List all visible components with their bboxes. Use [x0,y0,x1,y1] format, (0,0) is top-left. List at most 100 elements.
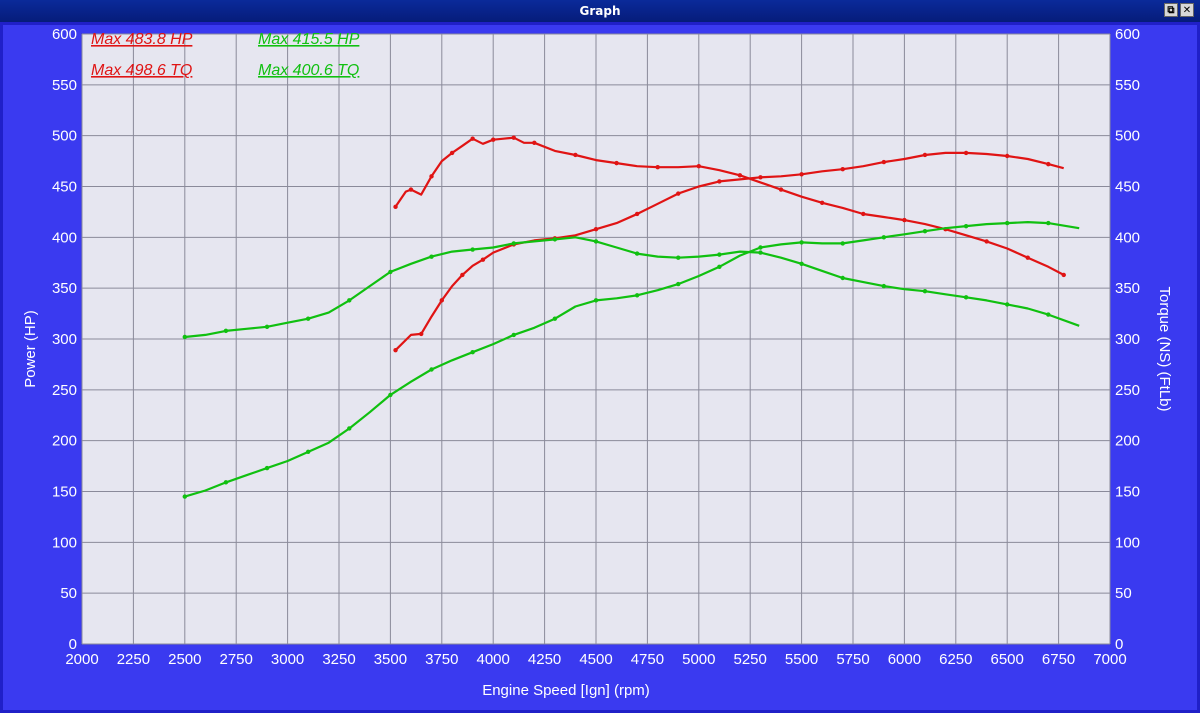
y-tick-label-left: 50 [60,585,77,602]
series-1-point [460,272,465,278]
series-1-point [1005,153,1010,159]
series-2-point [1061,272,1066,278]
window-titlebar: Graph ⧉ ✕ [0,0,1200,23]
y-axis-title-right: Torque (NS) (FtLb) [1156,286,1173,411]
x-tick-label: 4000 [477,651,510,668]
y-tick-label-right: 450 [1115,179,1140,196]
dyno-chart: 2000 2250 2500 2750 3000 3250 3500 3750 4000 4250… [22,26,1173,699]
x-tick-label: 7000 [1093,651,1126,668]
y-tick-label-left: 300 [52,331,77,348]
series-1-point [480,257,486,262]
series-2-point [655,164,660,170]
y-tick-label-right: 500 [1115,128,1140,145]
series-2-point [861,211,866,217]
series-3-point [758,245,763,250]
series-3-point [676,281,681,287]
y-tick-label-left: 200 [52,433,77,450]
series-2-point [984,239,989,244]
series-3-point [1005,220,1010,226]
x-tick-label: 2250 [117,651,150,668]
x-tick-label: 2500 [168,651,201,668]
series-3-point [223,480,229,485]
x-tick-label: 3000 [271,651,304,668]
series-2-point [819,200,825,205]
x-tick-label: 5750 [836,651,869,668]
series-line-1 [394,151,1064,351]
series-3-point [881,235,887,240]
max-annotation: Max 498.6 TQ [91,62,192,79]
series-2-point [532,140,537,145]
series-1-point [676,191,681,196]
max-annotation: Max 415.5 HP [258,31,360,48]
series-4-point [388,269,393,275]
series-4-point [511,241,516,246]
series-3-point [799,240,804,245]
series-3-point [552,316,558,321]
series-4-point [429,254,434,259]
y-tick-label-right: 350 [1115,280,1140,297]
series-1-point [963,150,969,156]
x-tick-label: 3750 [425,651,458,668]
series-1-point [1046,161,1051,167]
series-3-point [347,426,352,431]
series-1-point [593,227,599,232]
x-tick-label: 6000 [888,651,921,668]
x-tick-label: 3500 [374,651,407,668]
graph-frame: 2000 2250 2500 2750 3000 3250 3500 3750 4000 4250… [0,22,1200,713]
series-4-point [1005,302,1010,307]
series-4-point [264,324,270,329]
series-1-point [840,167,845,172]
y-axis-title-left: Power (HP) [22,310,39,388]
series-4-point [922,289,928,294]
series-2-point [778,187,784,192]
series-1-point [758,175,763,180]
restore-button[interactable]: ⧉ [1164,3,1178,17]
series-3-point [922,229,928,234]
series-1-point [922,152,928,158]
series-2-point [511,135,516,140]
close-button[interactable]: ✕ [1180,3,1194,17]
series-1-point [419,331,424,337]
series-1-point [634,211,640,217]
y-tick-label-right: 50 [1115,585,1132,602]
series-4-point [347,298,352,303]
series-3-point [717,264,722,270]
x-tick-label: 6500 [991,651,1024,668]
series-4-point [799,261,804,266]
window-buttons: ⧉ ✕ [1164,3,1194,17]
series-4-point [634,251,640,256]
series-4-point [758,250,763,255]
series-1-point [799,172,804,177]
y-tick-label-left: 400 [52,229,77,246]
x-tick-label: 4500 [579,651,612,668]
y-tick-label-right: 550 [1115,77,1140,94]
series-3-point [182,494,187,499]
x-tick-label: 5000 [682,651,715,668]
series-2-point [393,204,398,210]
series-1-point [881,159,887,165]
y-tick-label-left: 450 [52,179,77,196]
series-3-point [511,332,516,338]
series-3-point [429,367,434,372]
series-1-point [439,298,444,303]
y-tick-label-right: 150 [1115,484,1140,501]
y-tick-label-left: 500 [52,128,77,145]
series-4-point [470,247,475,252]
series-line-3 [184,221,1080,498]
series-4-point [840,275,845,281]
series-4-point [881,283,887,289]
series-4-point [305,316,311,321]
series-3-point [963,223,969,229]
window-title: Graph [579,4,621,18]
series-2-point [429,174,434,179]
y-tick-label-left: 250 [52,382,77,399]
y-tick-label-right: 600 [1115,26,1140,43]
series-4-point [223,328,229,334]
series-4-point [717,252,722,257]
y-tick-label-right: 100 [1115,534,1140,551]
y-tick-label-right: 250 [1115,382,1140,399]
series-4-point [593,239,599,244]
series-4-point [1046,312,1051,317]
y-tick-label-left: 150 [52,484,77,501]
series-2-point [573,152,578,158]
